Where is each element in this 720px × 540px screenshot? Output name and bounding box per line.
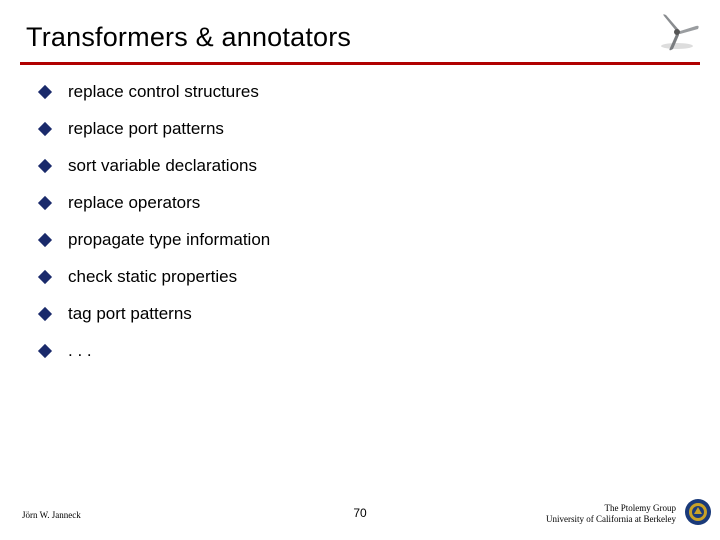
footer-university: University of California at Berkeley — [546, 514, 676, 526]
footer-page-number: 70 — [353, 506, 366, 520]
bullet-diamond-icon — [38, 344, 52, 358]
bullet-text: . . . — [68, 341, 92, 361]
footer-author: Jörn W. Janneck — [22, 510, 81, 520]
list-item: replace operators — [40, 193, 270, 213]
footer: Jörn W. Janneck 70 The Ptolemy Group Uni… — [0, 494, 720, 526]
bullet-diamond-icon — [38, 270, 52, 284]
bullet-text: replace control structures — [68, 82, 259, 102]
bullet-text: sort variable declarations — [68, 156, 257, 176]
list-item: sort variable declarations — [40, 156, 270, 176]
list-item: tag port patterns — [40, 304, 270, 324]
bullet-text: tag port patterns — [68, 304, 192, 324]
bullet-diamond-icon — [38, 85, 52, 99]
bullet-text: check static properties — [68, 267, 237, 287]
bullet-text: replace operators — [68, 193, 200, 213]
bullet-diamond-icon — [38, 122, 52, 136]
bullet-diamond-icon — [38, 196, 52, 210]
list-item: . . . — [40, 341, 270, 361]
page-title: Transformers & annotators — [26, 22, 720, 53]
title-area: Transformers & annotators — [0, 0, 720, 53]
list-item: propagate type information — [40, 230, 270, 250]
footer-affiliation: The Ptolemy Group University of Californ… — [546, 503, 676, 526]
propeller-logo-icon — [654, 12, 700, 52]
bullet-list: replace control structures replace port … — [40, 82, 270, 378]
university-seal-icon — [684, 498, 712, 526]
bullet-text: replace port patterns — [68, 119, 224, 139]
bullet-diamond-icon — [38, 233, 52, 247]
slide: Transformers & annotators replace contro… — [0, 0, 720, 540]
list-item: replace port patterns — [40, 119, 270, 139]
bullet-diamond-icon — [38, 159, 52, 173]
footer-group: The Ptolemy Group — [546, 503, 676, 515]
bullet-text: propagate type information — [68, 230, 270, 250]
title-underline — [20, 62, 700, 65]
bullet-diamond-icon — [38, 307, 52, 321]
list-item: replace control structures — [40, 82, 270, 102]
list-item: check static properties — [40, 267, 270, 287]
